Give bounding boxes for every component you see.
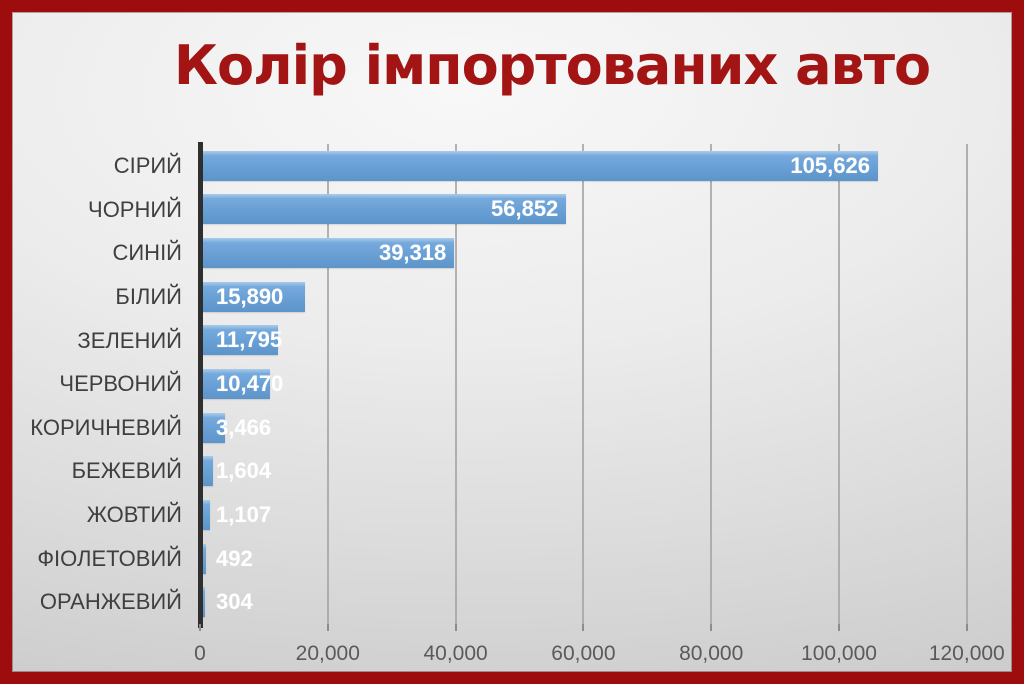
bar-value-label: 492 [216, 545, 253, 571]
category-axis-line [198, 142, 203, 628]
bar-value-label: 1,107 [216, 501, 272, 527]
bar-value-label: 15,890 [216, 283, 284, 309]
bar-value-label: 304 [216, 589, 253, 615]
bar-value-label: 11,795 [216, 327, 283, 353]
bar-value-label: 1,604 [216, 458, 272, 484]
gridline [454, 144, 457, 624]
gridline [838, 144, 840, 624]
value-axis-tick-label: 80,000 [679, 642, 744, 665]
category-label: БЕЖЕВИЙ [71, 458, 182, 484]
category-label: ЧЕРВОНИЙ [59, 371, 182, 397]
category-label: ОРАНЖЕВИЙ [39, 589, 182, 615]
bar [203, 238, 455, 269]
bar [203, 281, 305, 312]
gridline [326, 144, 329, 624]
bar [203, 150, 878, 181]
value-axis-tick [710, 624, 713, 631]
value-axis-tick [582, 624, 585, 631]
gridline [710, 144, 713, 624]
value-axis-tick [965, 624, 968, 631]
gridline [582, 144, 585, 624]
bar-value-label: 56,852 [491, 196, 559, 222]
category-label: БІЛИЙ [115, 283, 182, 309]
bar [203, 543, 207, 574]
value-axis-tick-label: 120,000 [928, 642, 1005, 665]
value-axis-tick-label: 100,000 [801, 642, 877, 665]
value-axis-tick-label: 0 [194, 642, 206, 665]
value-axis-tick [838, 624, 840, 631]
category-label: ЖОВТИЙ [86, 502, 182, 528]
bar [203, 412, 226, 443]
category-label: СІРИЙ [113, 153, 182, 178]
category-label: СИНІЙ [112, 240, 182, 266]
value-axis-tick-label: 20,000 [295, 642, 360, 665]
value-axis-tick [199, 624, 201, 631]
gridline [965, 144, 968, 624]
bar [203, 369, 270, 399]
category-label: ЧОРНИЙ [88, 196, 182, 222]
bar [203, 499, 211, 530]
bar-value-label: 10,470 [216, 371, 284, 396]
bar-value-label: 3,466 [216, 414, 272, 440]
category-label: КОРИЧНЕВИЙ [30, 414, 182, 440]
value-axis-tick-label: 60,000 [551, 642, 616, 665]
bar [203, 194, 567, 225]
bar [203, 456, 214, 487]
plot-area: 0 20,000 40,000 60,000 80,000 100,000 120,000 1… [194, 142, 1020, 665]
category-label: ФІОЛЕТОВИЙ [37, 545, 182, 571]
category-label: ЗЕЛЕНИЙ [77, 327, 182, 353]
bar-value-label: 105,626 [790, 152, 870, 178]
bar [203, 587, 205, 618]
value-axis-tick [326, 624, 329, 631]
bar [203, 325, 279, 356]
bar-value-label: 39,318 [378, 240, 447, 266]
value-axis-tick-label: 40,000 [423, 642, 488, 665]
value-axis-tick [454, 624, 457, 631]
category-axis-labels: СІРИЙ ЧОРНИЙ СИНІЙ БІЛИЙ ЗЕЛЕНИЙ ЧЕРВОНИЙ КОРИ… [26, 144, 182, 624]
chart-title: Колір імпортованих авто [173, 34, 931, 97]
